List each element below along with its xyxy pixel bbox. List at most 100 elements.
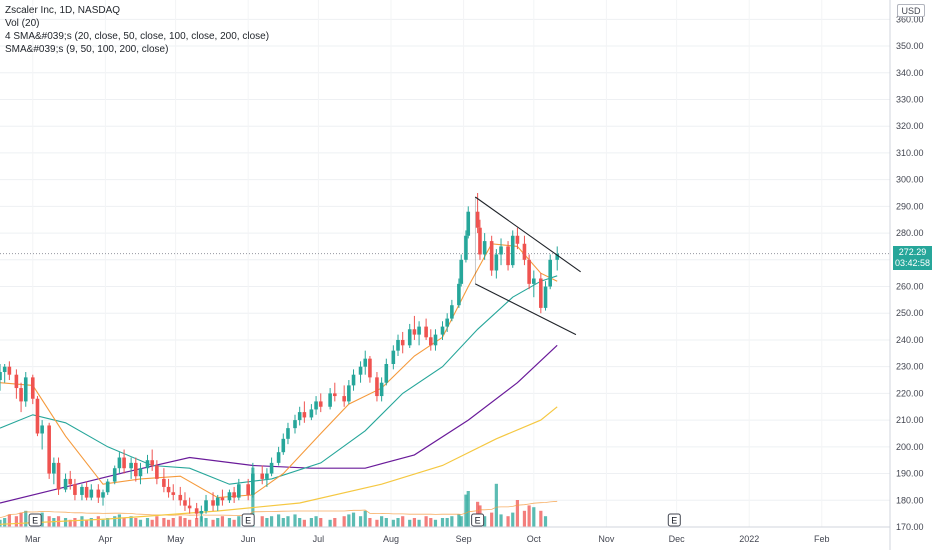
candle-body	[150, 460, 154, 466]
candle-body	[138, 468, 143, 477]
price-tick-label: 260.00	[896, 282, 924, 292]
volume-bar	[543, 516, 548, 527]
volume-bar	[85, 519, 89, 527]
time-axis[interactable]: Mar Apr May Jun Jul Aug Sep Oct Nov Dec 2022 Feb	[0, 526, 890, 544]
time-tick-label: 2022	[739, 534, 759, 544]
earnings-marker-label[interactable]: E	[671, 516, 677, 526]
sma-indicator-label[interactable]: SMA&#039;s (9, 50, 100, 200, close)	[5, 44, 169, 55]
price-tick-label: 180.00	[896, 495, 924, 505]
moving-averages	[0, 243, 558, 525]
volume-bar	[351, 512, 356, 527]
volume-bar	[511, 512, 515, 527]
trendlines[interactable]	[474, 196, 581, 336]
time-tick-label: Sep	[456, 534, 472, 544]
sma4-indicator-label[interactable]: 4 SMA&#039;s (20, close, 50, close, 100,…	[5, 31, 270, 42]
volume-bar	[80, 516, 84, 527]
lower-trendline[interactable]	[475, 283, 577, 336]
candle-body	[510, 235, 515, 266]
volume-indicator-label[interactable]: Vol (20)	[5, 18, 40, 29]
price-tick-label: 330.00	[896, 94, 924, 104]
volume-bar	[391, 519, 395, 527]
candle-body	[347, 385, 351, 402]
candle-body	[286, 428, 290, 439]
candle-body	[489, 241, 494, 271]
candle-body	[351, 374, 356, 386]
candle-body	[199, 510, 204, 514]
candle-body	[396, 339, 400, 351]
price-grid	[0, 0, 890, 528]
earnings-marker-box[interactable]	[241, 513, 255, 527]
volume-bar	[129, 516, 133, 527]
time-tick-label: Mar	[25, 534, 41, 544]
time-tick-label: Oct	[527, 534, 542, 544]
candle-body	[246, 484, 250, 495]
candle-body	[445, 318, 449, 327]
candle-body	[112, 468, 117, 482]
candle-body	[23, 377, 28, 402]
price-tick-label: 280.00	[896, 228, 924, 238]
volume-bar	[412, 518, 417, 527]
candle-body	[265, 473, 269, 479]
earnings-marker-label[interactable]: E	[32, 516, 38, 526]
sma-200-line	[0, 406, 558, 525]
volume-bar	[494, 483, 498, 527]
volume-bar	[178, 516, 182, 527]
candle-body	[391, 350, 396, 365]
earnings-marker-label[interactable]: E	[475, 516, 481, 526]
volume-bar	[269, 516, 274, 527]
volume-bar	[506, 516, 510, 527]
candle-body	[478, 227, 482, 255]
volume-bar	[260, 516, 264, 527]
volume-bars	[0, 467, 558, 527]
candle-body	[47, 425, 51, 474]
candle-body	[35, 398, 40, 434]
price-tick-label: 220.00	[896, 388, 924, 398]
candle-body	[457, 283, 461, 306]
volume-bar	[532, 507, 536, 527]
volume-bar	[166, 519, 171, 527]
candle-body	[499, 246, 503, 255]
volume-bar	[73, 518, 77, 527]
candle-body	[187, 505, 192, 509]
volume-bar	[68, 519, 72, 527]
volume-bar	[445, 518, 449, 527]
candle-body	[527, 259, 531, 284]
price-tick-label: 200.00	[896, 442, 924, 452]
symbol-title[interactable]: Zscaler Inc, 1D, NASDAQ	[5, 5, 121, 16]
price-axis[interactable]: 170.00 180.00 190.00 200.00 210.00 220.00 230.…	[889, 0, 924, 550]
candle-body	[506, 246, 510, 266]
candle-body	[68, 478, 73, 485]
candle-body	[7, 366, 12, 375]
candle-body	[555, 253, 560, 260]
candle-body	[84, 486, 89, 498]
currency-badge[interactable]: USD	[897, 4, 925, 17]
volume-bar	[408, 519, 412, 527]
volume-bar	[522, 510, 527, 527]
candle-body	[73, 484, 77, 495]
earnings-marker-box[interactable]	[667, 513, 681, 527]
volume-bar	[277, 514, 281, 527]
price-tick-label: 300.00	[896, 175, 924, 185]
volume-bar	[145, 518, 150, 527]
volume-bar	[183, 518, 187, 527]
candle-body	[363, 358, 368, 367]
volume-bar	[396, 518, 400, 527]
bar-countdown: 03:42:58	[894, 258, 931, 268]
time-tick-label: Aug	[383, 534, 399, 544]
candle-body	[342, 396, 346, 402]
volume-bar	[515, 500, 520, 527]
time-tick-label: May	[167, 534, 185, 544]
price-tick-label: 250.00	[896, 308, 924, 318]
upper-trendline[interactable]	[474, 196, 581, 273]
earnings-marker-label[interactable]: E	[245, 516, 251, 526]
volume-bar	[429, 518, 433, 527]
volume-bar	[14, 516, 18, 527]
volume-bar	[309, 518, 313, 527]
volume-bar	[302, 519, 306, 527]
candle-body	[440, 326, 445, 335]
earnings-marker-box[interactable]	[471, 513, 485, 527]
price-tick-label: 360.00	[896, 14, 924, 24]
earnings-marker-box[interactable]	[28, 513, 42, 527]
